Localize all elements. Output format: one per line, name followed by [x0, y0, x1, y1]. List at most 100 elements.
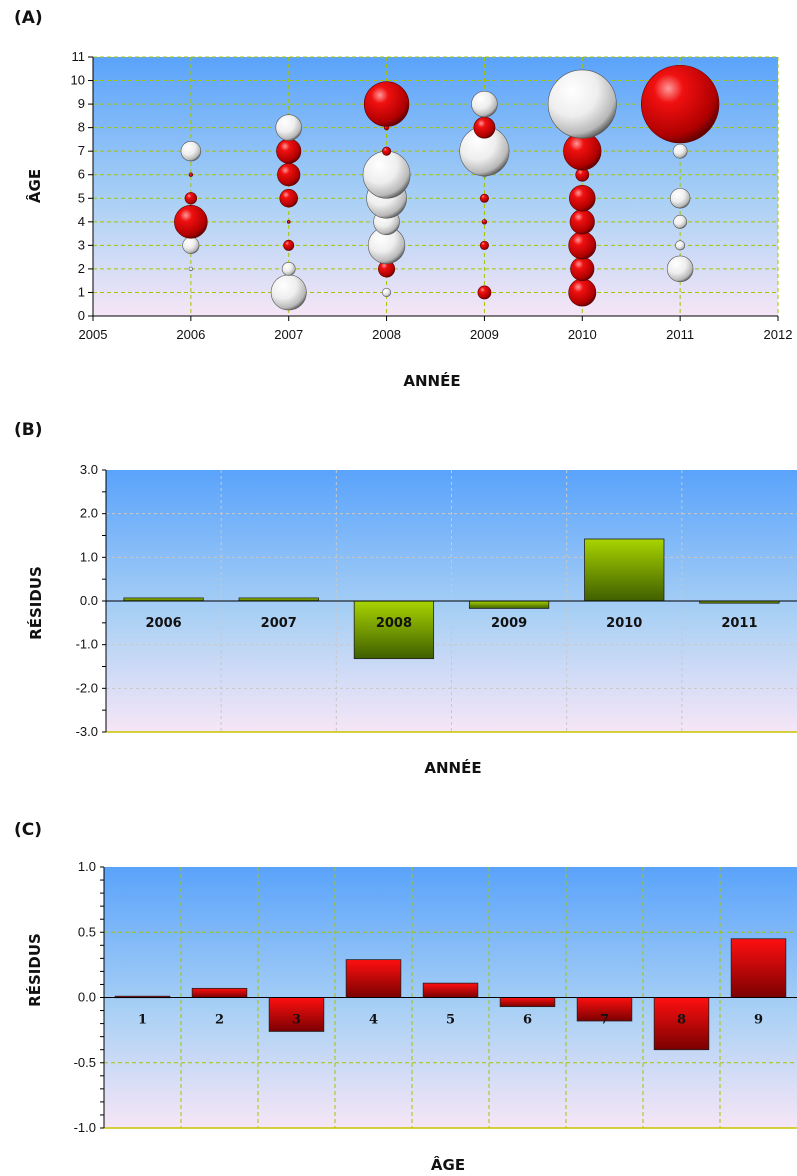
- bubble: [568, 278, 597, 307]
- bubble: [382, 287, 392, 297]
- bubble: [481, 219, 488, 225]
- y-tick-label: 7: [78, 143, 85, 158]
- y-tick-label: 5: [78, 190, 85, 205]
- y-tick-label: 2: [78, 261, 85, 276]
- bubble: [568, 231, 597, 260]
- x-tick-label: 2012: [764, 327, 793, 342]
- bar: [730, 938, 787, 998]
- bubble: [471, 90, 498, 118]
- bubble: [180, 140, 202, 162]
- age-residuals-panel: (C) 1.0 0.5 0.0 -0.5 -1.0 1 2 3 4 5 6 7 8 9 ÂGE RÉSID…: [0, 790, 797, 1176]
- y-axis-title: RÉSIDUS: [26, 566, 45, 640]
- y-tick-label: 2.0: [80, 506, 98, 521]
- x-axis-title: ANNÉE: [403, 371, 460, 390]
- y-tick-label: -1.0: [76, 637, 98, 652]
- y-tick-label: 6: [78, 167, 85, 182]
- y-tick-label: 1.0: [80, 549, 98, 564]
- bubble: [286, 220, 291, 224]
- category-label: 2006: [145, 616, 181, 631]
- bubble: [479, 193, 489, 203]
- bar: [345, 959, 402, 998]
- bubble: [275, 114, 302, 141]
- panel-label: (A): [14, 8, 43, 28]
- bubble: [477, 285, 492, 300]
- bubble: [570, 256, 595, 281]
- y-tick-label: -2.0: [76, 680, 98, 695]
- bubble: [382, 146, 392, 156]
- year-residuals-chart: 3.0 2.0 1.0 0.0 -1.0 -2.0 -3.0 2006 2007 2008 2009…: [26, 462, 797, 777]
- bubble: [675, 240, 686, 251]
- age-residuals-chart: 1.0 0.5 0.0 -0.5 -1.0 1 2 3 4 5 6 7 8 9 ÂGE RÉSIDUS: [25, 859, 797, 1174]
- bubble: [672, 143, 688, 159]
- y-tick-label: 0.0: [78, 990, 96, 1005]
- y-tick-label: 10: [71, 73, 85, 88]
- y-tick-label: 0: [78, 308, 85, 323]
- x-tick-label: 2011: [666, 327, 694, 342]
- category-label: 2009: [491, 616, 527, 631]
- bubble: [276, 138, 302, 164]
- x-tick-label: 2007: [274, 327, 303, 342]
- bubble: [363, 81, 410, 127]
- y-tick-label: 11: [72, 49, 86, 64]
- bubble: [184, 192, 198, 205]
- y-tick-label: 0.5: [78, 924, 96, 939]
- bubble-chart: 0 1 2 3 4 5 6 7 8 9 10 11 2005 2006 2007 2008 2009 2010 20…: [25, 49, 793, 390]
- bubble: [281, 262, 296, 276]
- category-label: 4: [369, 1013, 378, 1028]
- category-label: 6: [523, 1013, 532, 1028]
- y-tick-label: 9: [78, 96, 85, 111]
- y-tick-label: -3.0: [76, 724, 98, 739]
- category-label: 5: [446, 1013, 455, 1028]
- x-tick-label: 2008: [372, 327, 401, 342]
- bubble: [174, 205, 208, 239]
- y-tick-label: 4: [78, 214, 85, 229]
- category-label: 2011: [721, 616, 757, 631]
- x-tick-label: 2006: [176, 327, 205, 342]
- category-label: 3: [292, 1013, 301, 1028]
- bubble: [673, 214, 688, 229]
- x-axis-title: ANNÉE: [424, 758, 481, 777]
- panel-label: (C): [14, 820, 43, 840]
- bar: [353, 600, 435, 660]
- x-tick-label: 2009: [470, 327, 499, 342]
- x-tick-label: 2005: [79, 327, 108, 342]
- bubble: [270, 274, 307, 311]
- y-axis-title: ÂGE: [25, 169, 44, 203]
- category-label: 9: [754, 1013, 763, 1028]
- category-label: 2007: [261, 616, 297, 631]
- bubble: [188, 172, 194, 177]
- x-tick-label: 2010: [568, 327, 597, 342]
- y-tick-label: 1.0: [78, 859, 96, 874]
- bubble: [666, 255, 694, 283]
- y-tick-label: 8: [78, 120, 85, 135]
- y-axis-title: RÉSIDUS: [25, 933, 44, 1007]
- category-label: 2010: [606, 616, 642, 631]
- panel-label: (B): [14, 420, 43, 440]
- category-label: 1: [138, 1013, 147, 1028]
- bubble: [182, 236, 200, 254]
- bubble: [569, 185, 596, 212]
- bubble: [569, 209, 595, 235]
- y-tick-label: 1: [78, 284, 85, 299]
- category-label: 8: [677, 1013, 686, 1028]
- bubble: [277, 163, 301, 187]
- category-label: 7: [600, 1013, 609, 1028]
- bar: [422, 982, 479, 998]
- bubble: [669, 188, 691, 209]
- bubble: [547, 69, 617, 139]
- bubble: [283, 239, 295, 251]
- bar: [191, 987, 248, 998]
- y-tick-label: 3.0: [80, 462, 98, 477]
- y-tick-label: -1.0: [74, 1120, 96, 1135]
- bubble: [479, 240, 489, 250]
- category-label: 2008: [376, 616, 412, 631]
- bar: [468, 600, 550, 609]
- bubble: [279, 189, 298, 208]
- bubble: [362, 150, 411, 199]
- bubble: [188, 266, 194, 272]
- y-tick-label: 3: [78, 237, 85, 252]
- bubble: [640, 64, 720, 144]
- bubble: [473, 116, 496, 139]
- bar: [499, 997, 556, 1008]
- bubble-chart-panel: (A): [0, 0, 797, 395]
